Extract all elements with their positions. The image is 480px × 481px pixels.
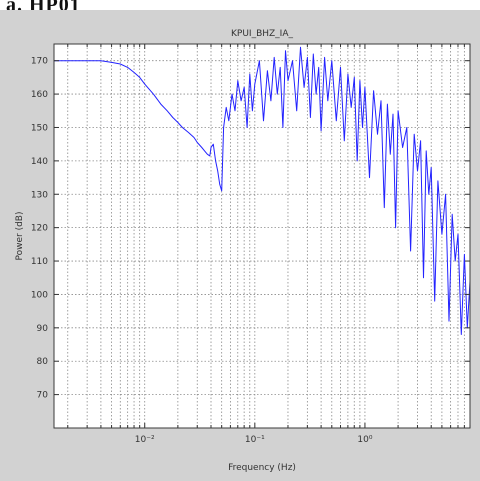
tick-layer: 70 80 90 100 110 120 130 140 150 160 170 10⁻² 10⁻¹ 10… [31, 44, 471, 445]
y-tick-label: 150 [31, 123, 48, 133]
series-layer [54, 46, 471, 335]
series-line [54, 46, 471, 335]
y-tick-label: 110 [31, 257, 48, 267]
grid-lines [54, 44, 471, 428]
y-tick-label: 90 [37, 324, 49, 334]
y-tick-label: 70 [37, 391, 49, 401]
chart-title: KPUI_BHZ_IA_ [231, 29, 293, 39]
y-tick-label: 170 [31, 57, 48, 67]
y-axis-label: Power (dB) [15, 212, 25, 261]
y-tick-label: 130 [31, 190, 48, 200]
y-tick-label: 140 [31, 157, 48, 167]
y-tick-label: 100 [31, 290, 48, 300]
y-tick-label: 80 [37, 357, 49, 367]
x-tick-label: 10⁻² [135, 435, 155, 445]
y-tick-label: 160 [31, 90, 48, 100]
y-tick-label: 120 [31, 224, 48, 234]
x-tick-label: 10⁰ [357, 435, 372, 445]
x-tick-label: 10⁻¹ [245, 435, 265, 445]
x-axis-label: Frequency (Hz) [228, 463, 296, 473]
plot-area [54, 44, 470, 428]
plot-frame [53, 43, 471, 429]
